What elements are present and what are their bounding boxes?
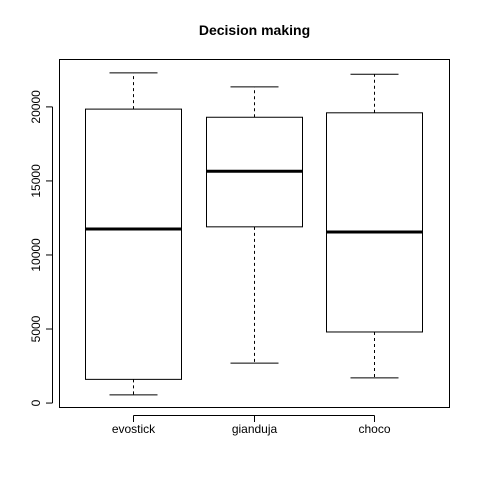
chart-title: Decision making <box>199 22 310 38</box>
x-tick-label: choco <box>358 422 390 436</box>
plot-frame <box>59 59 450 408</box>
box-gianduja <box>206 86 303 364</box>
y-axis: 0 5000 10000 15000 20000 <box>29 90 53 406</box>
iqr-box <box>85 108 182 380</box>
x-tick-label: evostick <box>112 422 156 436</box>
x-tick-label: gianduja <box>232 422 278 436</box>
box-evostick <box>85 72 182 396</box>
x-axis: evostick gianduja choco <box>112 415 391 436</box>
boxes <box>85 72 423 396</box>
y-tick-label: 0 <box>29 399 43 406</box>
y-tick-label: 15000 <box>29 164 43 198</box>
box-choco <box>326 73 423 379</box>
iqr-box <box>326 112 423 333</box>
y-tick-label: 5000 <box>29 315 43 342</box>
y-tick-label: 10000 <box>29 238 43 272</box>
y-tick-label: 20000 <box>29 90 43 124</box>
